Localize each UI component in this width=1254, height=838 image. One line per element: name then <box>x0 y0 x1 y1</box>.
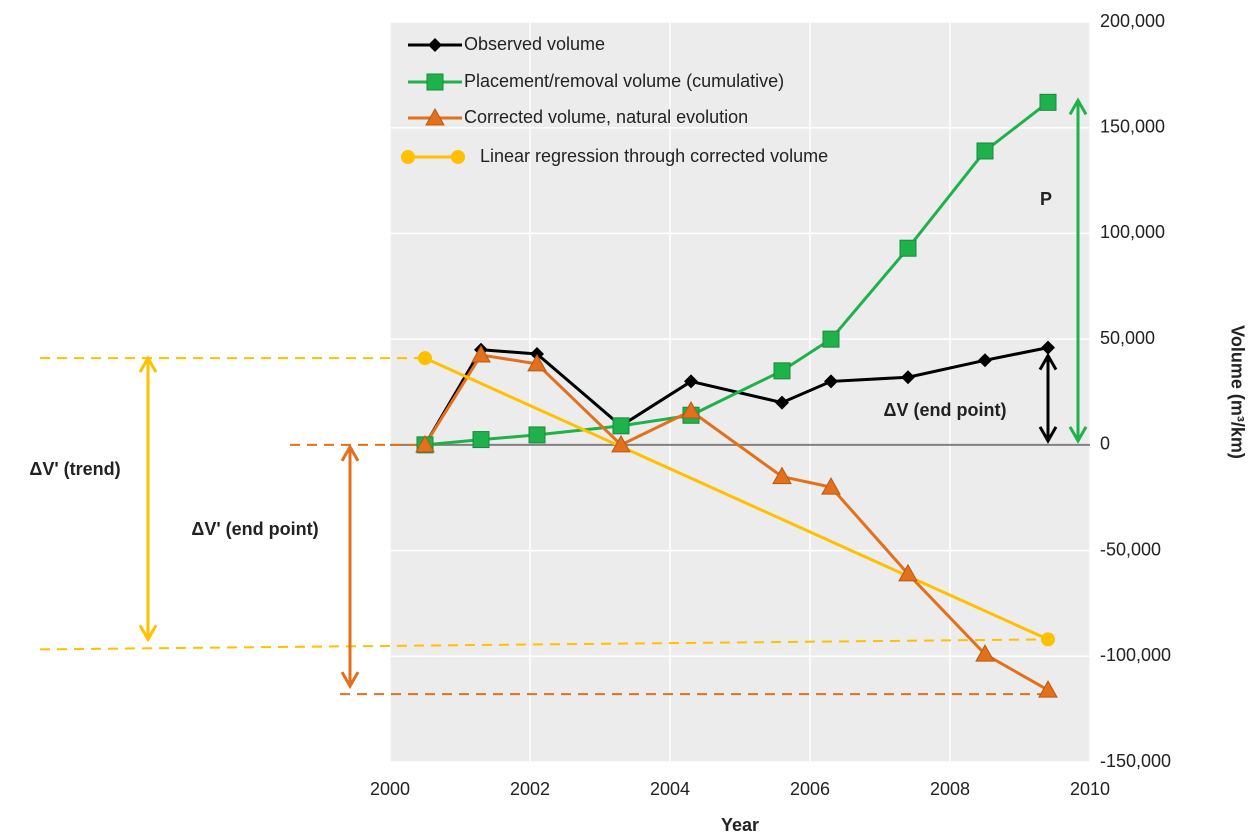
x-tick-label: 2006 <box>790 779 830 799</box>
marker <box>824 374 838 389</box>
legend-label: Observed volume <box>464 34 605 54</box>
y-tick-label: -100,000 <box>1100 645 1171 665</box>
x-tick-label: 2002 <box>510 779 550 799</box>
marker <box>527 353 547 372</box>
annotation: P <box>1040 189 1052 209</box>
arrow-head <box>138 355 158 373</box>
series-line <box>424 101 1049 447</box>
y-tick-label: 200,000 <box>1100 11 1165 31</box>
y-tick-label: 150,000 <box>1100 116 1165 136</box>
y-tick-label: 50,000 <box>1100 328 1155 348</box>
arrow-head <box>1068 426 1088 444</box>
arrow-head <box>1038 426 1058 444</box>
marker <box>976 142 994 160</box>
annotation: ΔV' (end point) <box>191 519 318 539</box>
arrow-head <box>340 443 360 462</box>
legend-label: Placement/removal volume (cumulative) <box>464 71 784 91</box>
x-axis-label: Year <box>721 815 759 835</box>
marker <box>775 395 789 410</box>
arrow-head <box>340 671 360 690</box>
guide-line <box>39 638 1049 651</box>
marker <box>471 344 491 363</box>
series-line <box>424 356 1049 641</box>
x-tick-label: 2008 <box>930 779 970 799</box>
marker <box>901 370 915 385</box>
marker <box>1041 632 1055 647</box>
legend-label: Linear regression through corrected volu… <box>480 146 828 166</box>
y-tick-label: -150,000 <box>1100 751 1171 771</box>
marker <box>415 434 435 453</box>
x-tick-label: 2004 <box>650 779 690 799</box>
y-axis-label: Volume (m³/km) <box>1227 325 1247 459</box>
marker <box>425 107 445 126</box>
marker <box>822 330 840 348</box>
marker <box>472 431 490 449</box>
arrow-head <box>1068 97 1088 116</box>
marker <box>611 434 631 453</box>
marker <box>1038 680 1058 698</box>
marker <box>772 466 792 485</box>
marker <box>899 239 917 257</box>
marker <box>821 477 841 495</box>
marker <box>681 401 701 419</box>
marker <box>426 73 444 91</box>
legend-label: Corrected volume, natural evolution <box>464 107 748 127</box>
marker <box>428 38 442 52</box>
y-tick-label: 100,000 <box>1100 222 1165 242</box>
marker <box>528 426 546 444</box>
x-tick-label: 2010 <box>1070 779 1110 799</box>
arrow-head <box>138 624 158 643</box>
marker <box>401 150 415 164</box>
marker <box>1041 340 1055 355</box>
annotation: ΔV (end point) <box>884 400 1007 420</box>
annotation: ΔV' (trend) <box>29 459 120 479</box>
marker <box>612 417 630 435</box>
marker <box>418 351 432 366</box>
marker <box>773 362 791 380</box>
marker <box>898 563 918 582</box>
y-tick-label: -50,000 <box>1100 539 1161 559</box>
y-tick-label: 0 <box>1100 434 1110 454</box>
marker <box>1039 93 1057 111</box>
marker <box>684 374 698 389</box>
x-tick-label: 2000 <box>370 779 410 799</box>
marker <box>975 644 995 662</box>
arrow-head <box>1038 352 1058 371</box>
marker <box>978 353 992 368</box>
marker <box>451 150 465 164</box>
series-line <box>423 353 1049 692</box>
